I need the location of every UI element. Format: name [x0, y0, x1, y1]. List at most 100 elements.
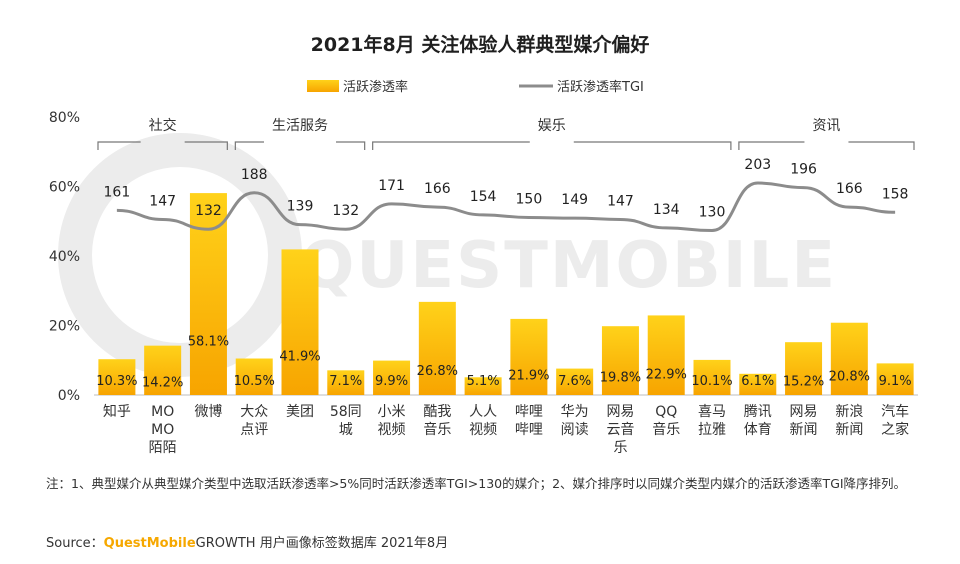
category-label: 美团	[286, 404, 314, 420]
category-label-line: 音乐	[652, 421, 680, 438]
tgi-value-label: 147	[607, 193, 634, 209]
bar	[235, 358, 273, 395]
category-label-line: 之家	[881, 421, 909, 438]
bar	[144, 345, 182, 395]
category-label-line: QQ	[655, 404, 677, 420]
category-label-line: 新浪	[835, 404, 863, 420]
y-tick-label: 0%	[58, 388, 80, 404]
tgi-value-label: 188	[241, 167, 268, 183]
category-label: 腾讯体育	[744, 403, 772, 438]
group-label: 娱乐	[538, 118, 566, 134]
legend-bar-swatch	[307, 80, 339, 92]
category-label-line: 哔哩	[515, 422, 543, 438]
tgi-value-label: 139	[287, 199, 314, 215]
tgi-value-label: 150	[516, 192, 543, 208]
category-label-line: 新闻	[835, 422, 863, 438]
group-bracket	[97, 141, 228, 150]
category-label-line: 视频	[469, 422, 497, 438]
bar-value-label: 10.3%	[96, 374, 137, 389]
category-label: 酷我音乐	[423, 404, 451, 438]
tgi-value-label: 154	[470, 189, 497, 205]
category-label-line: 网易	[790, 404, 818, 420]
bar-value-label: 7.1%	[329, 374, 362, 389]
watermark-text: QUESTMOBILE	[300, 229, 837, 303]
bar-value-label: 9.1%	[879, 374, 912, 389]
bar	[418, 301, 456, 395]
tgi-value-label: 196	[790, 162, 817, 178]
category-label: 新浪新闻	[835, 404, 863, 438]
category-label: 大众点评	[240, 404, 268, 438]
bar	[281, 249, 319, 395]
bar-value-label: 9.9%	[375, 374, 408, 389]
y-tick-label: 80%	[49, 110, 80, 126]
bar-value-label: 41.9%	[279, 350, 320, 365]
bar-value-label: 19.8%	[600, 370, 641, 385]
category-label-line: 汽车	[881, 403, 909, 420]
tgi-value-label: 166	[836, 181, 863, 197]
bar	[510, 318, 548, 395]
y-tick-label: 20%	[49, 319, 80, 335]
category-label-line: 视频	[378, 422, 406, 438]
category-label-line: 微博	[194, 403, 222, 420]
bar-value-label: 58.1%	[188, 334, 229, 349]
group-label: 资讯	[812, 118, 840, 134]
category-label-line: 阅读	[561, 421, 589, 438]
bar	[464, 377, 502, 395]
category-label: 网易新闻	[790, 404, 818, 438]
tgi-value-label: 132	[195, 203, 222, 219]
bar-value-label: 10.5%	[234, 374, 275, 389]
category-label-line: 大众	[240, 404, 268, 420]
bar	[830, 322, 868, 395]
category-label-line: 体育	[744, 422, 772, 438]
category-label-line: 喜马	[698, 404, 726, 420]
bar-value-label: 15.2%	[783, 375, 824, 390]
bar	[739, 373, 777, 395]
tgi-value-label: 134	[653, 202, 680, 218]
source-text: 用户画像标签数据库 2021年8月	[259, 536, 449, 551]
group-label: 生活服务	[272, 118, 328, 134]
category-label-line: 新闻	[790, 422, 818, 438]
category-label: 喜马拉雅	[698, 404, 726, 438]
bar-value-label: 21.9%	[508, 368, 549, 383]
category-label-line: 音乐	[423, 421, 451, 438]
bar	[327, 370, 365, 395]
category-label-line: MO	[151, 422, 174, 438]
bar-value-label: 6.1%	[741, 374, 774, 389]
source-prefix: Source：	[46, 536, 104, 551]
group-bracket	[234, 141, 366, 150]
legend-line-label: 活跃渗透率TGI	[557, 79, 644, 95]
y-tick-label: 40%	[49, 249, 80, 265]
bar-value-label: 10.1%	[691, 374, 732, 389]
y-tick-label: 60%	[49, 180, 80, 196]
bar	[98, 359, 136, 395]
category-label-line: 人人	[469, 404, 497, 420]
source-line: Source：QuestMobileGROWTH 用户画像标签数据库 2021年…	[46, 532, 448, 551]
category-label-line: 华为	[561, 404, 589, 420]
category-label-line: 腾讯	[744, 403, 772, 420]
category-label-line: 美团	[286, 404, 314, 420]
tgi-value-label: 158	[882, 186, 909, 202]
category-label-line: 城	[339, 422, 353, 438]
bar-value-label: 5.1%	[467, 374, 500, 389]
category-label: 小米视频	[378, 404, 406, 438]
category-label-line: 点评	[240, 422, 268, 438]
category-label-line: 网易	[606, 404, 634, 420]
category-label-line: 小米	[378, 404, 406, 420]
category-label: 人人视频	[469, 404, 497, 438]
legend-bar-label: 活跃渗透率	[343, 79, 408, 95]
category-label-line: 酷我	[423, 404, 451, 420]
tgi-value-label: 171	[378, 178, 405, 194]
category-label: 哔哩哔哩	[515, 404, 543, 438]
source-brand-suffix: GROWTH	[195, 536, 256, 551]
category-label: 知乎	[103, 403, 131, 420]
bar	[647, 315, 685, 395]
bar-value-label: 22.9%	[646, 368, 687, 383]
bar-value-label: 7.6%	[558, 374, 591, 389]
category-label-line: 陌陌	[149, 440, 177, 456]
group-bracket	[372, 141, 732, 150]
bar	[601, 326, 639, 395]
category-label-line: 拉雅	[698, 422, 726, 438]
tgi-value-label: 130	[699, 205, 726, 221]
bar-value-label: 26.8%	[417, 364, 458, 379]
